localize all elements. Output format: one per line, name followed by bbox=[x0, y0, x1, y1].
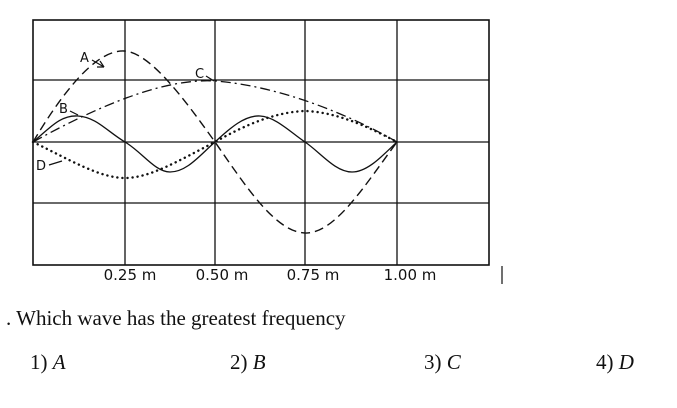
wave-b-curve bbox=[32, 115, 398, 173]
tick-label-0-25: 0.25 m bbox=[104, 266, 157, 284]
question-text: . Which wave has the greatest frequency bbox=[6, 306, 346, 330]
wave-a-pointer bbox=[91, 59, 105, 68]
choice-number: 4) bbox=[596, 350, 614, 374]
tick-label-0-50: 0.50 m bbox=[196, 266, 249, 284]
wave-d-curve bbox=[31, 109, 399, 180]
wave-d-pointer bbox=[48, 160, 63, 166]
wave-c-label: C bbox=[195, 67, 204, 82]
choice-letter: B bbox=[252, 350, 266, 374]
tick-label-1-00: 1.00 m bbox=[384, 266, 437, 284]
choice-2: 2) B bbox=[230, 350, 266, 375]
wave-b-label: B bbox=[59, 102, 68, 117]
choice-3: 3) C bbox=[424, 350, 461, 375]
wave-c-pointer bbox=[205, 75, 215, 82]
choice-number: 1) bbox=[30, 350, 48, 374]
choice-4: 4) D bbox=[596, 350, 634, 375]
wave-diagram: A B C D 0.25 m 0.50 m 0.75 m 1.00 m bbox=[31, 19, 503, 284]
choice-letter: A bbox=[52, 350, 66, 374]
choice-number: 2) bbox=[230, 350, 248, 374]
wave-d-label: D bbox=[36, 159, 46, 174]
wave-a-arrowhead bbox=[97, 60, 105, 68]
wave-a-label: A bbox=[80, 51, 89, 66]
choice-letter: D bbox=[618, 350, 634, 374]
grid bbox=[32, 19, 490, 266]
choice-letter: C bbox=[446, 350, 461, 374]
choice-1: 1) A bbox=[30, 350, 66, 375]
wave-a-curve bbox=[32, 50, 398, 234]
tick-label-0-75: 0.75 m bbox=[287, 266, 340, 284]
wave-b-pointer bbox=[69, 110, 79, 116]
wave-c-curve bbox=[32, 80, 398, 143]
choice-number: 3) bbox=[424, 350, 442, 374]
